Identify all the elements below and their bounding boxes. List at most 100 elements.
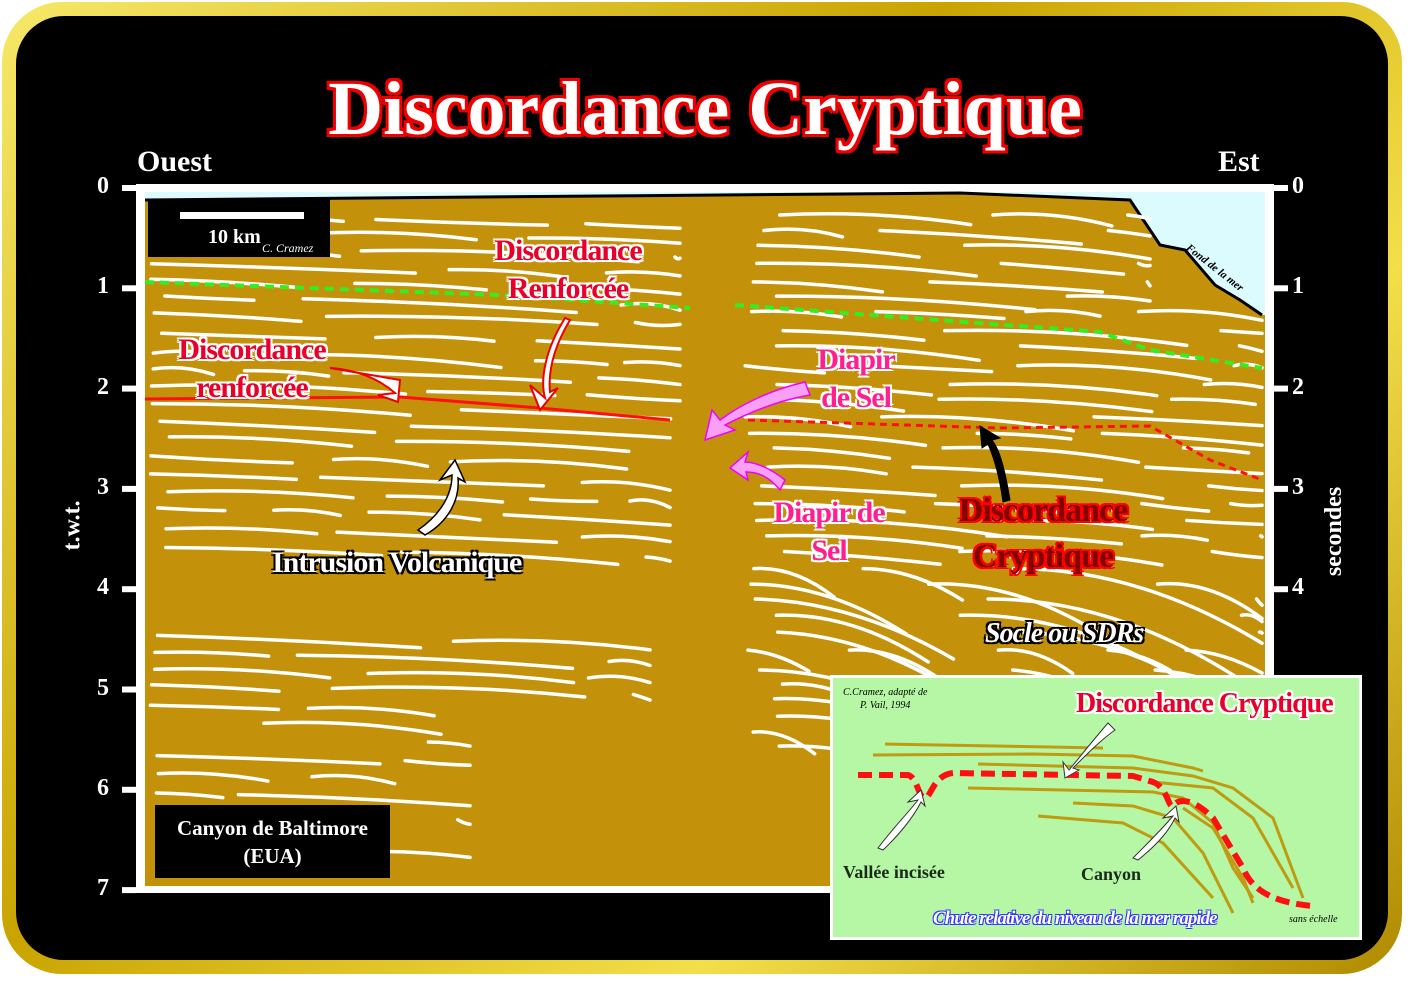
reflector-line	[295, 653, 575, 671]
discordance-renforcee-line	[144, 395, 671, 422]
label-diapir-upper: Diapir de Sel	[817, 343, 895, 414]
reflector-line	[937, 397, 1154, 414]
reflector-line	[153, 666, 332, 680]
reflector-line	[158, 419, 377, 435]
inset-credit: C.Cramez, adapté de P. Vail, 1994	[843, 687, 928, 711]
arrow-icon	[329, 367, 402, 404]
reflector-line	[1092, 415, 1264, 428]
reflector-line	[426, 740, 472, 748]
reflector-line	[1065, 294, 1152, 303]
reflector-line	[156, 771, 270, 783]
reflector-line	[256, 352, 503, 370]
reflector-line	[1258, 534, 1264, 539]
reflector-line	[743, 363, 827, 375]
reflector-line	[762, 227, 845, 239]
scale-bar: 10 km C. Cramez	[148, 199, 330, 257]
reflector-line	[628, 498, 672, 510]
reflector-line	[991, 212, 1114, 228]
reflector-line	[580, 480, 672, 492]
left-tick-mark	[122, 485, 136, 492]
reflector-line	[876, 363, 994, 374]
reflector-line	[451, 638, 652, 652]
right-axis-label: secondes	[1321, 486, 1348, 577]
reflector-line	[151, 349, 224, 358]
arrow-icon	[1132, 805, 1180, 861]
reflector-line	[318, 475, 546, 488]
reflector-line	[928, 280, 1105, 294]
reflector-line	[1155, 581, 1264, 621]
inset-caption: Chute relative du niveau de la mer rapid…	[933, 908, 1218, 929]
left-tick-label: 1	[97, 273, 109, 300]
reflector-line	[385, 494, 505, 504]
reflector-line	[151, 365, 216, 377]
reflector-line	[1239, 613, 1264, 624]
reflector-line	[1228, 501, 1264, 508]
reflector-line	[517, 284, 682, 296]
salt-arrow-icon	[728, 449, 786, 492]
reflector-line	[604, 270, 682, 278]
reflector-line	[1032, 518, 1155, 532]
reflector-line	[774, 343, 981, 363]
reflector-line	[1207, 484, 1264, 493]
discordance-cryptique-line	[747, 418, 1263, 482]
reflector-line	[149, 383, 408, 396]
reflector-line	[781, 328, 926, 342]
reflector-line	[306, 705, 436, 718]
reflector-line	[527, 236, 682, 246]
reflector-line	[367, 510, 482, 522]
reflector-line	[996, 647, 1075, 676]
arrow-icon	[877, 789, 926, 851]
reflector-line	[353, 281, 489, 292]
label-discordance-renforcee-top: Discordance Renforcée	[494, 234, 642, 305]
right-tick-mark	[1274, 185, 1288, 191]
left-tick-label: 2	[97, 373, 109, 400]
arrow-icon	[979, 425, 1011, 503]
reflector-line	[335, 530, 559, 545]
reflector-line	[1144, 465, 1264, 476]
reflector-line	[753, 501, 906, 514]
reflector-line	[150, 683, 281, 693]
right-tick-label: 3	[1292, 473, 1304, 500]
left-tick-mark	[122, 285, 136, 292]
green-horizon-west	[144, 280, 691, 310]
reflector-line	[911, 465, 1104, 482]
reflector-line	[1254, 597, 1264, 607]
reflector-line	[774, 294, 1037, 312]
reflector-line	[1106, 648, 1173, 673]
reflector-line	[861, 566, 965, 602]
reflector-line	[1136, 308, 1264, 323]
east-label: Est	[1218, 145, 1260, 178]
reflector-line	[586, 674, 652, 685]
reflector-line	[633, 320, 682, 328]
reflector-line	[1145, 280, 1152, 288]
reflector-line	[751, 280, 885, 294]
reflector-line	[878, 228, 1083, 246]
reflector-line	[148, 703, 281, 712]
reflector-line	[958, 548, 1164, 567]
reflector-line	[148, 472, 299, 482]
reflector-line	[1140, 501, 1211, 513]
reflector-line	[1126, 213, 1152, 221]
reflector-line	[1140, 533, 1210, 542]
reflector-line	[753, 597, 956, 661]
reflector-line	[153, 650, 271, 658]
reflector-line	[374, 334, 496, 343]
reflector-line	[1237, 344, 1264, 354]
right-tick-mark	[1274, 586, 1288, 593]
salt-arrow-icon	[703, 381, 812, 442]
reflector-line	[927, 582, 1120, 648]
green-horizon-east	[734, 303, 1263, 370]
label-discordance-renforcee-left: Discordance renforcée	[178, 333, 326, 404]
left-tick-mark	[122, 786, 136, 793]
reflector-line	[1106, 228, 1152, 238]
left-tick-label: 4	[97, 574, 109, 601]
reflector-line	[152, 311, 303, 324]
reflector-line	[409, 424, 672, 440]
inset-scale-note: sans échelle	[1289, 914, 1338, 925]
reflector-line	[502, 513, 672, 527]
reflector-line	[874, 309, 1006, 321]
reflector-line	[746, 648, 811, 674]
left-tick-label: 0	[97, 173, 109, 199]
left-tick-mark	[122, 887, 136, 894]
